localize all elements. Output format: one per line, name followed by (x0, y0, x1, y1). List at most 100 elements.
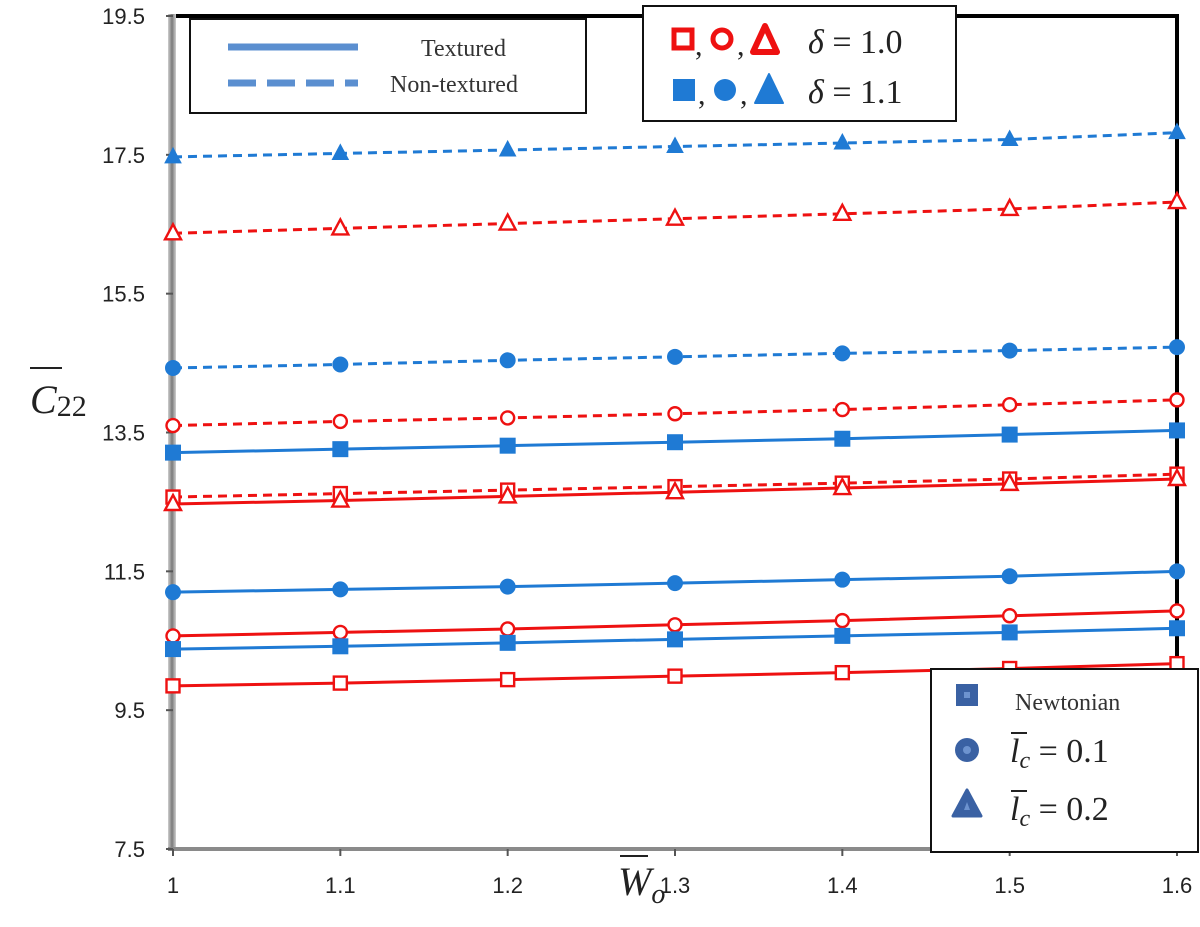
data-point (332, 638, 349, 655)
x-tick-label: 1 (167, 873, 179, 898)
data-point (832, 476, 853, 496)
data-point (1001, 426, 1018, 443)
data-point (667, 434, 683, 451)
legend-nontextured-label: Non-textured (390, 72, 518, 98)
data-point (834, 430, 851, 447)
data-point (1169, 422, 1185, 439)
data-point (499, 352, 516, 369)
legend-delta: , , δ = 1.0 , , δ = 1.1 (642, 5, 957, 122)
data-point (332, 624, 349, 641)
series-blue-square-solid (165, 620, 1185, 658)
series-red-circle-dashed (165, 392, 1185, 434)
data-point (667, 631, 683, 648)
svg-text:,: , (737, 29, 745, 62)
svg-text:,: , (698, 78, 706, 111)
data-point (667, 575, 683, 592)
x-axis-ticks: 1 1.1 1.2 1.3 1.4 1.5 1.6 (167, 849, 1192, 898)
data-point (332, 356, 349, 373)
y-tick-label: 7.5 (114, 837, 145, 862)
x-axis-title: Wo (618, 855, 665, 910)
data-point (163, 221, 183, 241)
data-point (164, 146, 182, 164)
data-point (499, 578, 516, 595)
x-tick-label: 1.1 (325, 873, 356, 898)
data-point (499, 437, 516, 454)
legend-delta-1-0: δ = 1.0 (808, 24, 903, 61)
data-point (666, 136, 684, 154)
data-point (1001, 608, 1018, 624)
data-point (1001, 397, 1018, 413)
data-point (1169, 603, 1185, 619)
series-red-triangle-dashed (163, 190, 1187, 241)
data-point (834, 664, 851, 681)
y-tick-label: 15.5 (102, 282, 145, 307)
y-tick-label: 17.5 (102, 143, 145, 168)
data-point (667, 406, 683, 422)
data-point (667, 348, 683, 365)
data-point (1001, 342, 1018, 359)
x-tick-label: 1.2 (492, 873, 523, 898)
data-point (1169, 339, 1185, 356)
data-point (1169, 620, 1185, 637)
data-point (665, 480, 685, 500)
data-point (499, 410, 516, 426)
data-point (332, 675, 349, 691)
data-point (832, 202, 853, 222)
legend-delta-1-1: δ = 1.1 (808, 74, 903, 111)
data-point (834, 627, 851, 644)
legend-newtonian-label: Newtonian (1015, 690, 1120, 716)
data-point (833, 132, 852, 150)
series-blue-square-solid (165, 422, 1185, 461)
data-point (834, 401, 851, 418)
data-point (165, 359, 181, 376)
series-layer (163, 122, 1187, 694)
x-tick-label: 1.6 (1162, 873, 1193, 898)
svg-text:,: , (695, 29, 703, 62)
series-blue-circle-dashed (165, 339, 1185, 376)
data-point (331, 143, 350, 160)
data-point (1169, 563, 1185, 580)
data-point (834, 571, 851, 588)
legend-markers: Newtonian lc = 0.1 lc = 0.2 (930, 668, 1199, 853)
data-point (332, 581, 349, 598)
data-point (1001, 568, 1018, 585)
y-axis-title: C22 (30, 367, 87, 423)
data-point (1167, 467, 1187, 487)
legend-textured-label: Textured (421, 36, 506, 62)
data-point (834, 612, 851, 629)
y-tick-label: 13.5 (102, 421, 145, 446)
x-tick-label: 1.5 (994, 873, 1025, 898)
data-point (165, 641, 181, 658)
data-point (165, 628, 181, 644)
data-point (332, 413, 349, 430)
data-point (1168, 122, 1186, 140)
data-point (165, 417, 181, 434)
data-point (1167, 190, 1187, 210)
data-point (498, 139, 517, 157)
series-blue-circle-solid (165, 563, 1185, 601)
svg-text:lc = 0.2: lc = 0.2 (1010, 791, 1109, 832)
data-point (330, 216, 351, 236)
data-point (999, 472, 1020, 492)
data-point (499, 671, 516, 688)
y-tick-label: 11.5 (104, 559, 145, 584)
data-point (1000, 129, 1019, 147)
y-tick-label: 19.5 (102, 4, 145, 29)
x-tick-label: 1.4 (827, 873, 858, 898)
data-point (667, 668, 683, 684)
svg-text:Wo: Wo (618, 859, 665, 910)
data-point (165, 678, 181, 694)
data-point (330, 488, 351, 508)
data-point (499, 621, 516, 637)
data-point (1001, 624, 1018, 641)
data-point (165, 584, 181, 601)
legend-red-markers: , , (671, 23, 780, 62)
legend-line-style: Textured Non-textured (189, 18, 587, 114)
y-axis-ticks: 7.5 9.5 11.5 13.5 15.5 17.5 19.5 (102, 4, 173, 862)
series-red-triangle-solid (163, 467, 1187, 512)
series-blue-triangle-dashed (164, 122, 1186, 164)
data-point (1169, 392, 1185, 408)
data-point (497, 212, 518, 231)
data-point (999, 197, 1020, 217)
